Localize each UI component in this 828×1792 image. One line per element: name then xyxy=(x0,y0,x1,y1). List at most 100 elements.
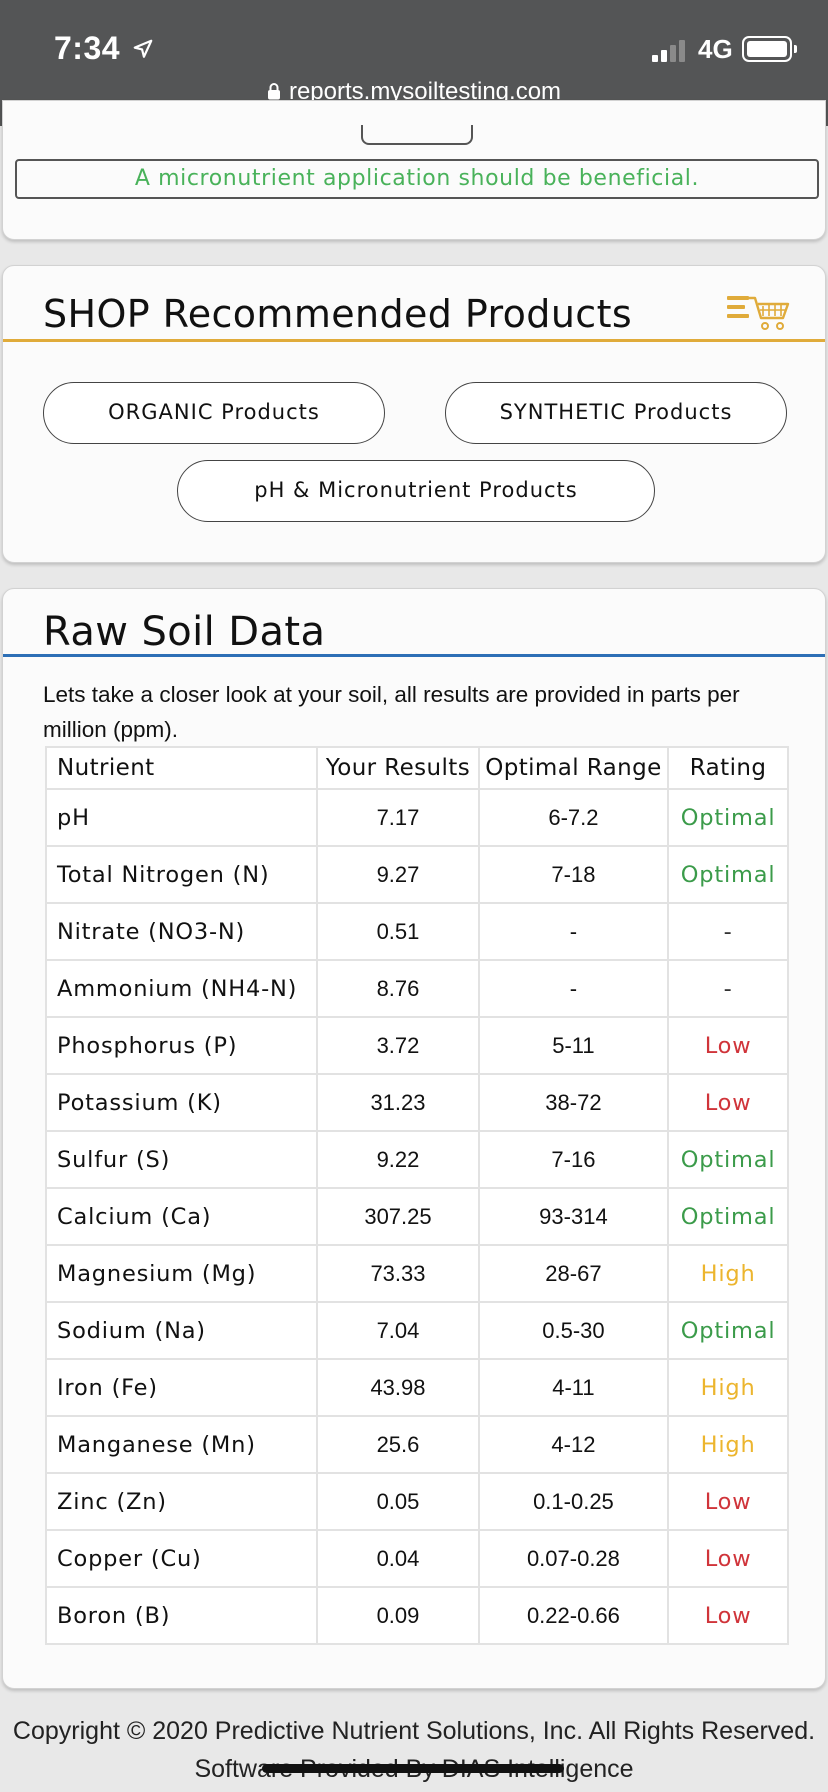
optimal-range-cell: - xyxy=(477,902,670,961)
header-your-results: Your Results xyxy=(316,746,480,790)
nutrient-cell: Magnesium (Mg) xyxy=(44,1244,319,1303)
battery-icon xyxy=(742,36,797,62)
rating-cell: Optimal xyxy=(667,1130,789,1189)
table-row: Total Nitrogen (N) 9.27 7-18 Optimal xyxy=(44,845,789,904)
result-cell: 7.04 xyxy=(316,1301,480,1360)
nutrient-cell: Ammonium (NH4-N) xyxy=(44,959,319,1018)
nutrient-cell: pH xyxy=(44,788,319,847)
network-type: 4G xyxy=(698,34,733,64)
rating-cell: High xyxy=(667,1415,789,1474)
optimal-range-cell: - xyxy=(477,959,670,1018)
organic-products-button[interactable]: ORGANIC Products xyxy=(43,382,385,444)
shop-divider xyxy=(3,339,825,342)
nutrient-cell: Potassium (K) xyxy=(44,1073,319,1132)
result-cell: 307.25 xyxy=(316,1187,480,1246)
nutrient-cell: Nitrate (NO3-N) xyxy=(44,902,319,961)
rating-cell: Low xyxy=(667,1472,789,1531)
result-cell: 0.04 xyxy=(316,1529,480,1588)
result-cell: 9.22 xyxy=(316,1130,480,1189)
result-cell: 43.98 xyxy=(316,1358,480,1417)
optimal-range-cell: 93-314 xyxy=(477,1187,670,1246)
shop-card: SHOP Recommended Products ORGANIC Produc… xyxy=(2,265,826,563)
result-cell: 8.76 xyxy=(316,959,480,1018)
table-row: Calcium (Ca) 307.25 93-314 Optimal xyxy=(44,1187,789,1246)
table-row: Magnesium (Mg) 73.33 28-67 High xyxy=(44,1244,789,1303)
result-cell: 3.72 xyxy=(316,1016,480,1075)
table-row: pH 7.17 6-7.2 Optimal xyxy=(44,788,789,847)
rating-cell: - xyxy=(667,959,789,1018)
header-optimal-range: Optimal Range xyxy=(477,746,670,790)
result-cell: 0.51 xyxy=(316,902,480,961)
result-cell: 0.05 xyxy=(316,1472,480,1531)
signal-bars-icon xyxy=(652,38,688,62)
nutrient-cell: Phosphorus (P) xyxy=(44,1016,319,1075)
rating-cell: Optimal xyxy=(667,1301,789,1360)
status-time: 7:34 xyxy=(54,30,121,66)
result-cell: 9.27 xyxy=(316,845,480,904)
result-cell: 73.33 xyxy=(316,1244,480,1303)
table-row: Manganese (Mn) 25.6 4-12 High xyxy=(44,1415,789,1474)
raw-divider xyxy=(3,654,825,657)
tab-stub xyxy=(361,125,473,145)
nutrient-cell: Manganese (Mn) xyxy=(44,1415,319,1474)
result-cell: 25.6 xyxy=(316,1415,480,1474)
rating-cell: High xyxy=(667,1244,789,1303)
raw-soil-data-title: Raw Soil Data xyxy=(43,609,326,655)
result-cell: 31.23 xyxy=(316,1073,480,1132)
nutrient-cell: Sulfur (S) xyxy=(44,1130,319,1189)
table-header-row: Nutrient Your Results Optimal Range Rati… xyxy=(44,746,789,790)
synthetic-products-button[interactable]: SYNTHETIC Products xyxy=(445,382,787,444)
raw-soil-data-card: Raw Soil Data Lets take a closer look at… xyxy=(2,588,826,1689)
optimal-range-cell: 0.22-0.66 xyxy=(477,1586,670,1645)
micronutrient-notice-card: A micronutrient application should be be… xyxy=(2,100,826,240)
optimal-range-cell: 6-7.2 xyxy=(477,788,670,847)
copyright-text: Copyright © 2020 Predictive Nutrient Sol… xyxy=(12,1717,816,1745)
optimal-range-cell: 28-67 xyxy=(477,1244,670,1303)
micronutrient-notice: A micronutrient application should be be… xyxy=(15,159,819,199)
optimal-range-cell: 4-12 xyxy=(477,1415,670,1474)
header-rating: Rating xyxy=(667,746,789,790)
rating-cell: High xyxy=(667,1358,789,1417)
optimal-range-cell: 7-18 xyxy=(477,845,670,904)
table-row: Zinc (Zn) 0.05 0.1-0.25 Low xyxy=(44,1472,789,1531)
rating-cell: Low xyxy=(667,1529,789,1588)
table-row: Ammonium (NH4-N) 8.76- - xyxy=(44,959,789,1018)
table-row: Potassium (K) 31.23 38-72 Low xyxy=(44,1073,789,1132)
menu-cart-icon[interactable] xyxy=(725,292,791,332)
rating-cell: Low xyxy=(667,1016,789,1075)
lock-icon xyxy=(267,83,280,100)
optimal-range-cell: 5-11 xyxy=(477,1016,670,1075)
table-row: Nitrate (NO3-N) 0.51- - xyxy=(44,902,789,961)
nutrient-cell: Zinc (Zn) xyxy=(44,1472,319,1531)
result-cell: 0.09 xyxy=(316,1586,480,1645)
nutrient-cell: Iron (Fe) xyxy=(44,1358,319,1417)
rating-cell: Low xyxy=(667,1586,789,1645)
nutrient-cell: Calcium (Ca) xyxy=(44,1187,319,1246)
nutrient-cell: Total Nitrogen (N) xyxy=(44,845,319,904)
page-footer: Copyright © 2020 Predictive Nutrient Sol… xyxy=(0,1712,828,1788)
table-row: Phosphorus (P) 3.72 5-11 Low xyxy=(44,1016,789,1075)
location-arrow-icon xyxy=(133,39,153,58)
rating-cell: Optimal xyxy=(667,788,789,847)
raw-intro-text: Lets take a closer look at your soil, al… xyxy=(43,682,740,742)
ph-micronutrient-products-button[interactable]: pH & Micronutrient Products xyxy=(177,460,655,522)
optimal-range-cell: 7-16 xyxy=(477,1130,670,1189)
optimal-range-cell: 0.07-0.28 xyxy=(477,1529,670,1588)
header-nutrient: Nutrient xyxy=(44,746,319,790)
rating-cell: Optimal xyxy=(667,845,789,904)
optimal-range-cell: 0.1-0.25 xyxy=(477,1472,670,1531)
optimal-range-cell: 0.5-30 xyxy=(477,1301,670,1360)
optimal-range-cell: 4-11 xyxy=(477,1358,670,1417)
soil-data-table: Nutrient Your Results Optimal Range Rati… xyxy=(44,746,789,1645)
table-row: Sodium (Na) 7.04 0.5-30 Optimal xyxy=(44,1301,789,1360)
table-row: Boron (B) 0.09 0.22-0.66 Low xyxy=(44,1586,789,1645)
nutrient-cell: Boron (B) xyxy=(44,1586,319,1645)
table-row: Copper (Cu) 0.04 0.07-0.28 Low xyxy=(44,1529,789,1588)
optimal-range-cell: 38-72 xyxy=(477,1073,670,1132)
soil-table-body: pH 7.17 6-7.2 Optimal Total Nitrogen (N) 9.27… xyxy=(44,788,789,1645)
home-indicator xyxy=(262,1764,564,1773)
rating-cell: Low xyxy=(667,1073,789,1132)
table-row: Iron (Fe) 43.98 4-11 High xyxy=(44,1358,789,1417)
rating-cell: Optimal xyxy=(667,1187,789,1246)
rating-cell: - xyxy=(667,902,789,961)
